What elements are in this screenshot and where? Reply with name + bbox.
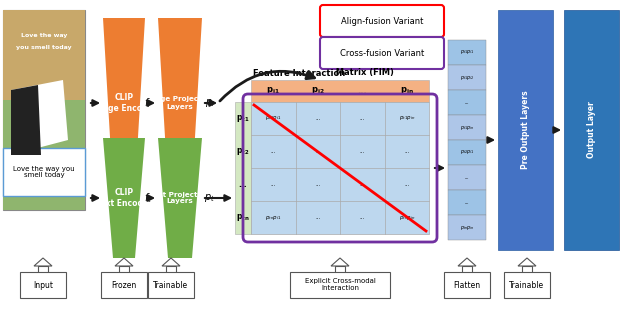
Text: CLIP
Image Encoder: CLIP Image Encoder bbox=[92, 93, 156, 113]
Text: $\mathbf{p_{in}}$: $\mathbf{p_{in}}$ bbox=[400, 85, 413, 97]
Polygon shape bbox=[103, 138, 145, 258]
FancyBboxPatch shape bbox=[498, 10, 553, 250]
Text: ...: ... bbox=[271, 149, 276, 154]
Text: $p_{t1}p_{in}$: $p_{t1}p_{in}$ bbox=[399, 115, 415, 123]
Text: Explicit Cross-modal
Interaction: Explicit Cross-modal Interaction bbox=[305, 279, 376, 291]
Text: ...: ... bbox=[404, 149, 410, 154]
Text: ...: ... bbox=[404, 182, 410, 187]
Text: ...: ... bbox=[315, 149, 321, 154]
Text: $p_t$: $p_t$ bbox=[204, 192, 216, 204]
Text: Cross-fusion Variant: Cross-fusion Variant bbox=[340, 48, 424, 57]
FancyBboxPatch shape bbox=[166, 266, 176, 278]
Polygon shape bbox=[34, 258, 52, 266]
Text: $\mathbf{p_{t2}}$: $\mathbf{p_{t2}}$ bbox=[236, 146, 250, 157]
FancyBboxPatch shape bbox=[3, 148, 85, 196]
Text: Pre Output Layers: Pre Output Layers bbox=[521, 91, 530, 169]
Text: ...: ... bbox=[360, 182, 365, 187]
Text: $p_{t1}p_{i2}$: $p_{t1}p_{i2}$ bbox=[460, 74, 474, 82]
Text: $p_{tn}p_{i1}$: $p_{tn}p_{i1}$ bbox=[265, 213, 282, 221]
Text: $\mathbf{p_{i2}}$: $\mathbf{p_{i2}}$ bbox=[311, 85, 324, 97]
Text: ...: ... bbox=[315, 116, 321, 121]
Text: you smell today: you smell today bbox=[16, 46, 72, 50]
Text: $\mathbf{p_{t1}}$: $\mathbf{p_{t1}}$ bbox=[236, 113, 250, 124]
Polygon shape bbox=[162, 258, 180, 266]
FancyBboxPatch shape bbox=[3, 100, 85, 210]
Text: $f_t$: $f_t$ bbox=[144, 191, 152, 205]
Text: ...: ... bbox=[357, 86, 367, 96]
Text: ...: ... bbox=[360, 215, 365, 220]
FancyBboxPatch shape bbox=[448, 65, 486, 90]
Polygon shape bbox=[158, 18, 202, 188]
FancyBboxPatch shape bbox=[444, 272, 490, 298]
Text: $p_{t1}p_{i1}$: $p_{t1}p_{i1}$ bbox=[460, 48, 474, 56]
Text: $\mathbf{p_{tn}}$: $\mathbf{p_{tn}}$ bbox=[236, 212, 250, 223]
FancyBboxPatch shape bbox=[448, 140, 486, 165]
Text: $p_{tn}p_{in}$: $p_{tn}p_{in}$ bbox=[460, 223, 474, 231]
Text: ...: ... bbox=[360, 116, 365, 121]
Text: Flatten: Flatten bbox=[453, 281, 481, 290]
Polygon shape bbox=[11, 80, 68, 155]
Polygon shape bbox=[458, 258, 476, 266]
Text: $p_{t1}p_{i1}$: $p_{t1}p_{i1}$ bbox=[265, 115, 282, 123]
Text: Trainable: Trainable bbox=[154, 281, 189, 290]
Text: Feature Interaction: Feature Interaction bbox=[253, 68, 345, 77]
Polygon shape bbox=[115, 258, 133, 266]
FancyBboxPatch shape bbox=[448, 215, 486, 240]
Text: ...: ... bbox=[465, 200, 469, 205]
Text: ...: ... bbox=[271, 182, 276, 187]
FancyBboxPatch shape bbox=[320, 5, 444, 37]
Text: Love the way you
smell today: Love the way you smell today bbox=[13, 166, 75, 178]
Text: Frozen: Frozen bbox=[111, 281, 136, 290]
Text: Output Layer: Output Layer bbox=[587, 102, 596, 158]
FancyBboxPatch shape bbox=[38, 266, 48, 278]
Text: ...: ... bbox=[239, 180, 247, 189]
FancyBboxPatch shape bbox=[119, 266, 129, 278]
Text: ...: ... bbox=[465, 175, 469, 180]
Text: $p_{t1}p_{in}$: $p_{t1}p_{in}$ bbox=[460, 124, 474, 132]
Text: $p_{tn}p_{in}$: $p_{tn}p_{in}$ bbox=[399, 213, 415, 221]
FancyBboxPatch shape bbox=[235, 102, 251, 234]
Text: CLIP
Text Encoder: CLIP Text Encoder bbox=[96, 188, 152, 208]
FancyBboxPatch shape bbox=[290, 272, 390, 298]
Text: Align-fusion Variant: Align-fusion Variant bbox=[341, 16, 423, 25]
Text: $f_i$: $f_i$ bbox=[145, 96, 152, 110]
FancyBboxPatch shape bbox=[448, 90, 486, 115]
Text: Love the way: Love the way bbox=[21, 32, 67, 38]
Polygon shape bbox=[331, 258, 349, 266]
FancyBboxPatch shape bbox=[504, 272, 550, 298]
Text: Input: Input bbox=[33, 281, 53, 290]
Text: ...: ... bbox=[315, 182, 321, 187]
Text: ...: ... bbox=[360, 149, 365, 154]
FancyBboxPatch shape bbox=[448, 115, 486, 140]
FancyBboxPatch shape bbox=[320, 37, 444, 69]
FancyBboxPatch shape bbox=[20, 272, 66, 298]
FancyBboxPatch shape bbox=[3, 10, 85, 210]
Text: Trainable: Trainable bbox=[509, 281, 545, 290]
Polygon shape bbox=[11, 85, 41, 155]
Text: Image Projection
Layers: Image Projection Layers bbox=[145, 97, 214, 109]
FancyBboxPatch shape bbox=[448, 165, 486, 190]
FancyBboxPatch shape bbox=[148, 272, 194, 298]
FancyBboxPatch shape bbox=[3, 10, 85, 120]
Polygon shape bbox=[158, 138, 202, 258]
Polygon shape bbox=[103, 18, 145, 188]
FancyBboxPatch shape bbox=[251, 80, 429, 102]
Text: ...: ... bbox=[465, 100, 469, 105]
FancyBboxPatch shape bbox=[462, 266, 472, 278]
FancyBboxPatch shape bbox=[251, 102, 429, 234]
FancyBboxPatch shape bbox=[522, 266, 532, 278]
FancyBboxPatch shape bbox=[564, 10, 619, 250]
FancyBboxPatch shape bbox=[101, 272, 147, 298]
Text: $\mathbf{p_{i1}}$: $\mathbf{p_{i1}}$ bbox=[266, 85, 280, 97]
Polygon shape bbox=[518, 258, 536, 266]
Text: ...: ... bbox=[315, 215, 321, 220]
Text: Text Projection
Layers: Text Projection Layers bbox=[149, 192, 211, 204]
Text: $p_i$: $p_i$ bbox=[205, 97, 215, 109]
FancyBboxPatch shape bbox=[448, 40, 486, 65]
FancyBboxPatch shape bbox=[448, 190, 486, 215]
FancyBboxPatch shape bbox=[335, 266, 345, 278]
Text: $p_{t2}p_{i1}$: $p_{t2}p_{i1}$ bbox=[460, 149, 474, 157]
Text: Matrix (FIM): Matrix (FIM) bbox=[330, 68, 394, 77]
